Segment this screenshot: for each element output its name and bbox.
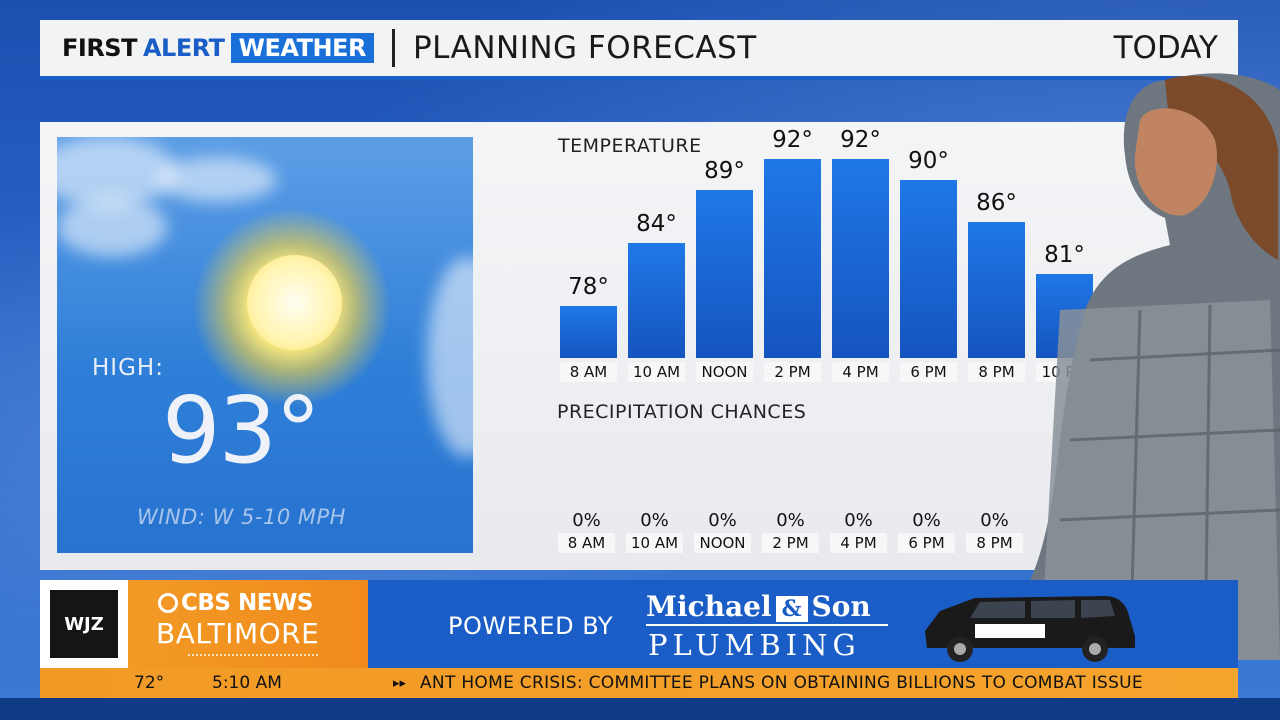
temperature-value: 90° bbox=[908, 147, 949, 174]
ticker-temperature: 72° bbox=[134, 673, 165, 693]
temperature-value: 92° bbox=[772, 126, 813, 153]
temperature-bar bbox=[696, 190, 753, 358]
temperature-time-label: 8 AM bbox=[560, 362, 617, 382]
precipitation-value: 0% bbox=[776, 510, 805, 531]
network-bug: CBS NEWS BALTIMORE bbox=[128, 580, 368, 668]
temperature-bar bbox=[968, 221, 1025, 358]
sponsor-son: Son bbox=[811, 590, 871, 623]
sponsor-logo-top: Michael & Son bbox=[646, 590, 871, 623]
temperature-bar bbox=[764, 158, 821, 358]
station-call-letters: WJZ bbox=[50, 590, 118, 658]
header-title: PLANNING FORECAST bbox=[412, 30, 757, 66]
presenter-figure bbox=[1030, 73, 1280, 660]
precipitation-time-label: 8 AM bbox=[558, 533, 615, 553]
temperature-value: 86° bbox=[976, 189, 1017, 216]
cbs-eye-icon bbox=[158, 593, 178, 613]
precipitation-label: PRECIPITATION CHANCES bbox=[557, 401, 807, 423]
sponsor-amp: & bbox=[775, 596, 808, 622]
precipitation-time-label: 6 PM bbox=[898, 533, 955, 553]
ticker-arrow-icon: ▸▸ bbox=[393, 675, 407, 691]
precipitation-value: 0% bbox=[640, 510, 669, 531]
temperature-value: 84° bbox=[636, 210, 677, 237]
precipitation-time-label: 8 PM bbox=[966, 533, 1023, 553]
precipitation-time-label: NOON bbox=[694, 533, 751, 553]
sponsor-name: Michael bbox=[646, 590, 772, 623]
news-ticker: 72° 5:10 AM ▸▸ ANT HOME CRISIS: COMMITTE… bbox=[40, 668, 1238, 698]
brand-alert: ALERT bbox=[142, 34, 225, 62]
bottom-strip bbox=[0, 698, 1280, 720]
ticker-headline: ANT HOME CRISIS: COMMITTEE PLANS ON OBTA… bbox=[420, 673, 1143, 693]
temperature-time-label: 2 PM bbox=[764, 362, 821, 382]
temperature-bar bbox=[832, 158, 889, 358]
precipitation-value: 0% bbox=[708, 510, 737, 531]
precipitation-value: 0% bbox=[844, 510, 873, 531]
temperature-value: 78° bbox=[568, 273, 609, 300]
temperature-bar bbox=[900, 179, 957, 358]
powered-by-label: POWERED BY bbox=[448, 612, 614, 640]
high-label: HIGH: bbox=[92, 355, 164, 381]
precipitation-time-label: 10 AM bbox=[626, 533, 683, 553]
temperature-bar bbox=[628, 242, 685, 358]
sun-core bbox=[247, 255, 342, 350]
temperature-value: 89° bbox=[704, 158, 745, 184]
temperature-time-label: 10 AM bbox=[628, 362, 685, 382]
brand-first: FIRST bbox=[62, 34, 137, 62]
lower-third: WJZ CBS NEWS BALTIMORE POWERED BY Michae… bbox=[40, 580, 1238, 668]
cloud-shape bbox=[427, 257, 473, 457]
temperature-time-label: 6 PM bbox=[900, 362, 957, 382]
header-divider bbox=[391, 29, 395, 67]
high-temp-card: HIGH: 93° WIND: W 5-10 MPH bbox=[57, 137, 473, 553]
sponsor-trade: PLUMBING bbox=[648, 628, 861, 662]
header-period: TODAY bbox=[1113, 30, 1218, 66]
temperature-time-label: 8 PM bbox=[968, 362, 1025, 382]
precipitation-time-label: 2 PM bbox=[762, 533, 819, 553]
brand-logo: FIRST ALERT WEATHER bbox=[62, 33, 374, 63]
temperature-value: 92° bbox=[840, 126, 881, 153]
network-name: CBS NEWS bbox=[181, 590, 313, 616]
cloud-shape bbox=[57, 197, 167, 257]
precipitation-value: 0% bbox=[980, 510, 1009, 531]
brand-weather: WEATHER bbox=[230, 33, 374, 63]
header-bar: FIRST ALERT WEATHER PLANNING FORECAST TO… bbox=[40, 20, 1238, 80]
precipitation-value: 0% bbox=[572, 510, 601, 531]
high-value: 93° bbox=[162, 377, 321, 484]
precipitation-time-label: 4 PM bbox=[830, 533, 887, 553]
network-city: BALTIMORE bbox=[156, 617, 320, 650]
cloud-shape bbox=[57, 137, 177, 207]
temperature-time-label: NOON bbox=[696, 362, 753, 382]
station-logo: WJZ bbox=[40, 580, 128, 668]
sponsor-rule bbox=[646, 624, 888, 626]
temperature-value: 81° bbox=[1044, 242, 1085, 268]
dotted-divider bbox=[188, 654, 318, 656]
truck-icon bbox=[925, 596, 1135, 662]
temperature-time-label: 4 PM bbox=[832, 362, 889, 382]
temperature-bar bbox=[560, 305, 617, 358]
precipitation-value: 0% bbox=[912, 510, 941, 531]
temperature-label: TEMPERATURE bbox=[558, 135, 702, 157]
cloud-shape bbox=[157, 157, 277, 202]
ticker-time: 5:10 AM bbox=[212, 673, 282, 693]
wind-text: WIND: W 5-10 MPH bbox=[137, 505, 346, 529]
network-name-row: CBS NEWS bbox=[158, 590, 313, 616]
